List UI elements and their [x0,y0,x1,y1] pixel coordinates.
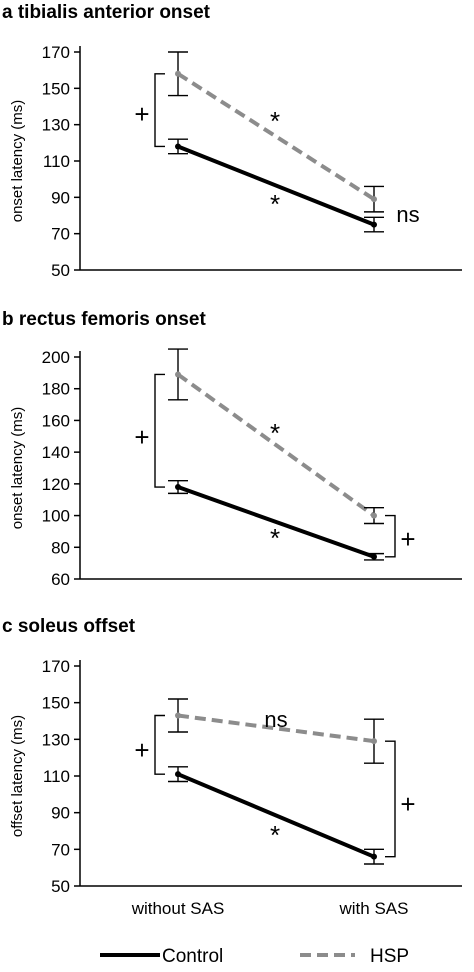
y-tick-label: 200 [42,348,70,367]
annotation-label: * [270,418,280,448]
legend-label: Control [162,946,223,967]
y-tick-label: 110 [43,152,70,171]
y-tick-label: 180 [42,380,70,399]
data-point-control [371,553,377,560]
data-point-hsp [371,196,377,203]
significance-bracket [154,373,165,488]
x-tick-label: with SAS [339,899,409,918]
series-line-control [177,144,375,227]
y-tick-label: 50 [51,261,70,280]
data-point-control [175,484,181,491]
chart-svg: 60 80 100 120 140 160 180 200 onset latency (ms)… [9,348,462,589]
significance-bracket [385,740,396,858]
x-tick-label: without SAS [131,899,225,918]
chart-panel-a: a tibialis anterior onset 50 70 90 110 130 15… [0,0,474,300]
annotation-label: + [134,735,149,765]
data-point-hsp [371,738,377,745]
y-axis-label: offset latency (ms) [9,715,26,837]
annotation-label: ns [396,202,419,227]
annotation-label: ns [264,707,287,732]
y-axis-label: onset latency (ms) [9,100,26,223]
series-line-control [177,485,375,559]
y-tick-label: 90 [51,804,70,823]
y-tick-label: 170 [42,657,70,676]
significance-bracket [154,73,165,148]
y-tick-label: 160 [42,411,70,430]
y-tick-label: 150 [42,694,70,713]
data-point-hsp [175,712,181,719]
y-tick-label: 170 [42,43,70,62]
data-point-control [371,853,377,860]
data-point-hsp [371,512,377,519]
legend-label: HSP [370,946,409,967]
chart-legend: Control HSP [100,946,409,967]
chart-title: a tibialis anterior onset [2,2,210,23]
significance-bracket [154,714,165,775]
y-tick-label: 80 [51,538,70,557]
annotation-label: * [270,106,280,136]
data-point-hsp [175,70,181,77]
data-point-control [175,143,181,150]
y-tick-label: 130 [42,730,70,749]
series-line-control [177,772,375,859]
annotation-label: + [134,99,149,129]
annotation-label: * [270,189,280,219]
chart-panel-c: c soleus offset 50 70 90 110 130 150 170 offset… [0,614,474,935]
y-tick-label: 100 [42,507,70,526]
significance-bracket [385,514,396,558]
chart-title: b rectus femoris onset [2,309,206,330]
annotation-label: + [400,789,415,819]
y-tick-label: 90 [51,188,70,207]
y-tick-label: 140 [42,443,70,462]
chart-svg: 50 70 90 110 130 150 170 onset latency (ms) * * ns… [9,43,462,280]
y-tick-label: 60 [51,570,70,589]
chart-svg: 50 70 90 110 130 150 170 offset latency (ms) wit… [9,657,462,918]
data-point-hsp [175,371,181,378]
annotation-label: + [400,524,415,554]
y-tick-label: 120 [42,475,70,494]
y-tick-label: 110 [43,767,70,786]
annotation-label: + [134,422,149,452]
data-point-control [371,221,377,228]
annotation-label: * [270,820,280,850]
y-tick-label: 70 [51,225,70,244]
y-tick-label: 130 [42,116,70,135]
annotation-label: * [270,523,280,553]
series-line-hsp [176,72,376,201]
series-line-hsp [176,372,376,518]
chart-title: c soleus offset [2,616,136,637]
y-tick-label: 50 [51,877,70,896]
y-axis-label: onset latency (ms) [9,407,26,530]
chart-panel-b: b rectus femoris onset 60 80 100 120 140 160 1… [0,307,474,607]
y-tick-label: 150 [42,79,70,98]
data-point-control [175,771,181,778]
y-tick-label: 70 [51,840,70,859]
